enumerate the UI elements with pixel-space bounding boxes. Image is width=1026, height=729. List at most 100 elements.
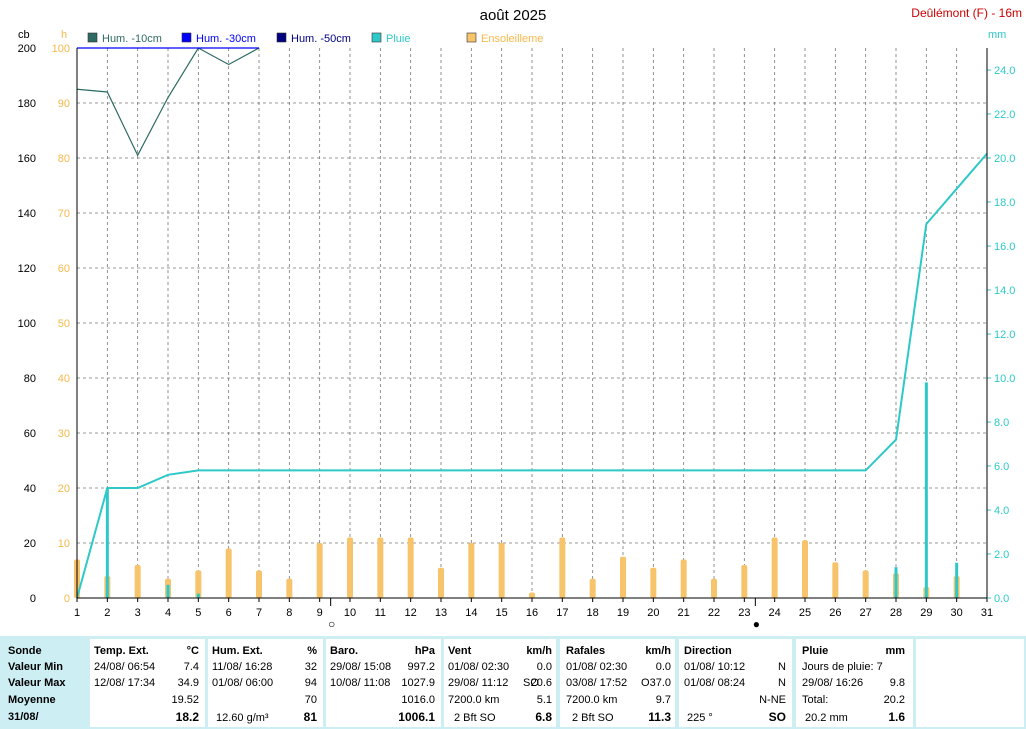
sunshine-bars	[74, 537, 960, 598]
sunshine-bar	[134, 565, 141, 598]
y-mm-tick-label: 6.0	[994, 461, 1009, 473]
pluie-cur-val: 1.6	[888, 710, 905, 724]
rafales-distance: 7200.0 km	[566, 694, 618, 706]
rain-daily-bar	[894, 567, 898, 598]
vent-max-date: 29/08/ 11:12	[448, 677, 509, 689]
x-tick-label: 5	[195, 607, 201, 619]
right-unit-mm: mm	[988, 29, 1006, 41]
x-tick-label: 22	[708, 607, 720, 619]
sunshine-bar	[771, 537, 778, 598]
temp-header: Temp. Ext.	[94, 645, 149, 657]
rafales-max-val: 37.0	[649, 677, 671, 689]
sunshine-bar	[407, 537, 414, 598]
sunshine-bar	[680, 559, 687, 598]
x-tick-label: 20	[647, 607, 659, 619]
rain-daily-bar	[196, 593, 200, 598]
vent-max-val: 20.6	[530, 677, 552, 689]
temp-min-val: 7.4	[183, 661, 199, 673]
stats-table: Sonde Valeur Min Valeur Max Moyenne 31/0…	[0, 636, 1026, 729]
legend-label: Pluie	[386, 33, 410, 45]
baro-section: Baro. hPa 29/08/ 15:08 997.2 10/08/ 11:0…	[326, 639, 441, 727]
x-tick-label: 31	[981, 607, 993, 619]
pluie-month-total: 20.2 mm	[805, 712, 848, 724]
sunshine-bar	[741, 565, 748, 598]
x-tick-label: 28	[890, 607, 902, 619]
hum-max-date: 01/08/ 06:00	[212, 677, 274, 689]
sunshine-bar	[286, 578, 293, 598]
sunshine-bar	[620, 556, 626, 598]
sunshine-bar	[529, 592, 535, 598]
y-cb-tick-label: 80	[24, 373, 36, 385]
y-cb-tick-label: 160	[18, 153, 36, 165]
sunshine-bar	[377, 537, 384, 598]
rain-daily-bar	[924, 382, 928, 598]
vent-min-val: 0.0	[536, 661, 552, 673]
temp-avg-val: 19.52	[171, 694, 199, 706]
row-label-min: Valeur Min	[8, 661, 64, 673]
y-h-tick-label: 40	[58, 373, 70, 385]
row-label-avg: Moyenne	[8, 694, 56, 706]
direction-section: Direction 01/08/ 10:12 N 01/08/ 08:24 N …	[679, 639, 792, 727]
tick-labels: 1 2 3 4 5 6 7 8 9 10 11 12 13 14 15 16 17 18 19 20 21 22 23 24 2…	[18, 43, 1016, 631]
row-label-sonde: Sonde	[8, 645, 42, 657]
rain-daily-bars	[105, 382, 959, 598]
sunshine-bar	[711, 578, 717, 598]
x-tick-label: 13	[435, 607, 447, 619]
legend-swatch	[276, 32, 287, 43]
y-cb-tick-label: 20	[24, 538, 36, 550]
x-tick-label: 3	[135, 607, 141, 619]
legend-swatch	[181, 32, 192, 43]
y-mm-tick-label: 18.0	[994, 197, 1015, 209]
sunshine-bar	[225, 548, 232, 598]
sunshine-bar	[498, 543, 505, 598]
rafales-max-date: 03/08/ 17:52	[566, 677, 628, 689]
moon-phase-marker: ●	[753, 617, 760, 631]
y-mm-tick-label: 24.0	[994, 65, 1015, 77]
sunshine-bar	[468, 543, 475, 598]
x-tick-label: 6	[226, 607, 232, 619]
vent-distance: 7200.0 km	[448, 694, 500, 706]
sunshine-bar	[438, 567, 444, 598]
row-label-max: Valeur Max	[8, 677, 66, 689]
x-tick-label: 9	[317, 607, 323, 619]
chart-grid	[77, 48, 987, 598]
rain-daily-bar	[166, 584, 170, 598]
baro-min-date: 29/08/ 15:08	[330, 661, 392, 673]
sunshine-bar	[316, 543, 323, 598]
y-cb-tick-label: 140	[18, 208, 36, 220]
station-label: Deûlémont (F) - 16m	[911, 6, 1022, 20]
y-mm-tick-label: 0.0	[994, 593, 1009, 605]
legend-swatch	[371, 32, 382, 43]
hum-min-val: 32	[304, 661, 317, 673]
baro-max-date: 10/08/ 11:08	[330, 677, 391, 689]
vent-cur-val: 6.8	[535, 710, 552, 724]
pluie-section: Pluie mm Jours de pluie: 7 29/08/ 16:26 …	[796, 639, 913, 727]
row-labels-section: Sonde Valeur Min Valeur Max Moyenne 31/0…	[0, 636, 88, 729]
hum-avg-val: 70	[304, 694, 317, 706]
pluie-max-val: 9.8	[889, 677, 905, 689]
x-tick-label: 15	[496, 607, 508, 619]
temp-cur-val: 18.2	[175, 710, 199, 724]
y-mm-tick-label: 10.0	[994, 373, 1015, 385]
rafales-max-dir: O	[641, 677, 650, 689]
y-mm-tick-label: 20.0	[994, 153, 1015, 165]
rafales-header: Rafales	[566, 645, 606, 657]
pluie-unit: mm	[885, 645, 905, 657]
y-mm-tick-label: 16.0	[994, 241, 1015, 253]
left-unit-h: h	[61, 29, 67, 41]
vent-section: Vent km/h 01/08/ 02:30 0.0 29/08/ 11:12 …	[444, 639, 556, 727]
y-cb-tick-label: 200	[18, 43, 36, 55]
x-tick-label: 8	[286, 607, 292, 619]
series-line-hum-10cm	[76, 47, 260, 157]
y-mm-tick-label: 12.0	[994, 329, 1015, 341]
y-mm-tick-label: 2.0	[994, 549, 1009, 561]
pluie-max-date: 29/08/ 16:26	[802, 677, 864, 689]
x-tick-label: 19	[617, 607, 629, 619]
x-tick-label: 29	[920, 607, 932, 619]
rafales-section: Rafales km/h 01/08/ 02:30 0.0 03/08/ 17:…	[560, 639, 675, 727]
sunshine-bar	[347, 537, 353, 598]
baro-max-val: 1027.9	[401, 677, 435, 689]
baro-min-val: 997.2	[407, 661, 435, 673]
direction-min-val: N	[778, 661, 786, 673]
y-mm-tick-label: 8.0	[994, 417, 1009, 429]
